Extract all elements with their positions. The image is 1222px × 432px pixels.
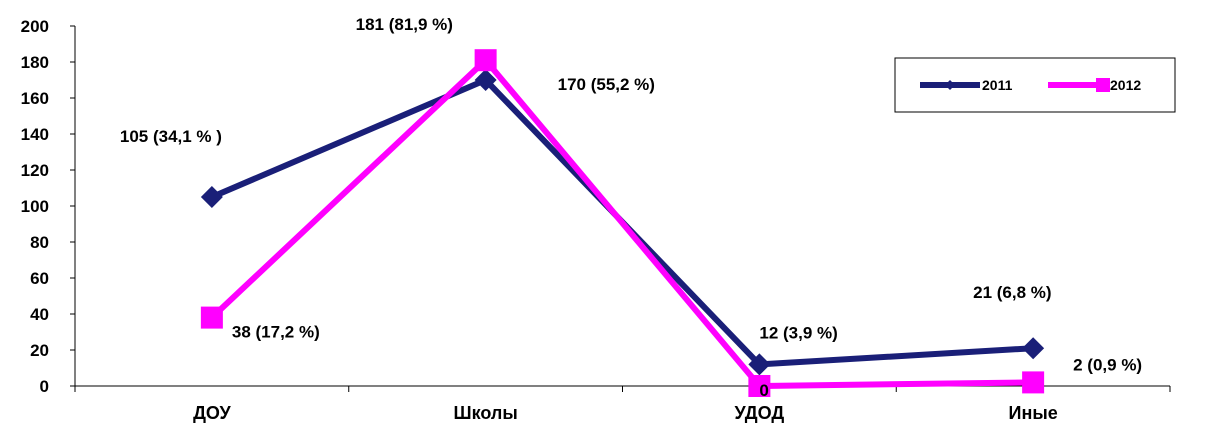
legend-swatch-marker [945, 80, 955, 90]
x-category-label: ДОУ [193, 403, 231, 423]
series-point-2012 [474, 49, 497, 72]
y-tick-label: 40 [30, 305, 49, 324]
legend: 2011 2012 [894, 57, 1176, 113]
series-point-2011 [474, 69, 497, 91]
y-tick-label: 100 [21, 197, 49, 216]
y-tick-label: 20 [30, 341, 49, 360]
data-label-2012: 2 (0,9 %) [1073, 355, 1142, 374]
y-tick-label: 120 [21, 161, 49, 180]
data-label-2012: 0 [759, 381, 768, 400]
y-tick-label: 60 [30, 269, 49, 288]
legend-swatch-marker [1096, 78, 1110, 92]
data-label-2012: 38 (17,2 %) [232, 323, 320, 342]
axes: 0 20 40 60 80 100 120 140 160 180 200 ДОУ Школы УДОД И… [21, 17, 1171, 423]
series-point-2012 [748, 375, 771, 397]
data-label-2011: 12 (3,9 %) [759, 323, 837, 342]
y-tick-label: 160 [21, 89, 49, 108]
series-point-2012 [200, 306, 223, 329]
legend-label: 2012 [1110, 77, 1141, 93]
y-tick-label: 0 [40, 377, 49, 396]
legend-label: 2011 [982, 77, 1013, 93]
x-category-label: УДОД [735, 403, 785, 423]
series-point-2011 [748, 353, 771, 376]
series-point-2011 [200, 186, 223, 208]
y-tick-label: 180 [21, 53, 49, 72]
series-line-2012 [209, 57, 1034, 389]
x-category-label: Школы [454, 403, 518, 423]
x-category-label: Иные [1009, 403, 1058, 423]
data-label-2012: 181 (81,9 %) [356, 15, 453, 34]
data-label-2011: 170 (55,2 %) [558, 75, 655, 94]
series-point-2012 [1022, 371, 1045, 394]
data-label-2011: 105 (34,1 % ) [120, 127, 222, 146]
series-point-2011 [1022, 337, 1045, 360]
data-labels: 105 (34,1 % ) 170 (55,2 %) 12 (3,9 %) 21 (6… [120, 15, 1142, 400]
series-layer [200, 49, 1045, 397]
y-tick-label: 80 [30, 233, 49, 252]
y-tick-label: 200 [21, 17, 49, 36]
data-label-2011: 21 (6,8 %) [973, 283, 1051, 302]
y-tick-label: 140 [21, 125, 49, 144]
